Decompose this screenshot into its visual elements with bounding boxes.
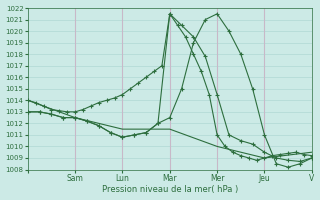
X-axis label: Pression niveau de la mer( hPa ): Pression niveau de la mer( hPa ) — [102, 185, 238, 194]
